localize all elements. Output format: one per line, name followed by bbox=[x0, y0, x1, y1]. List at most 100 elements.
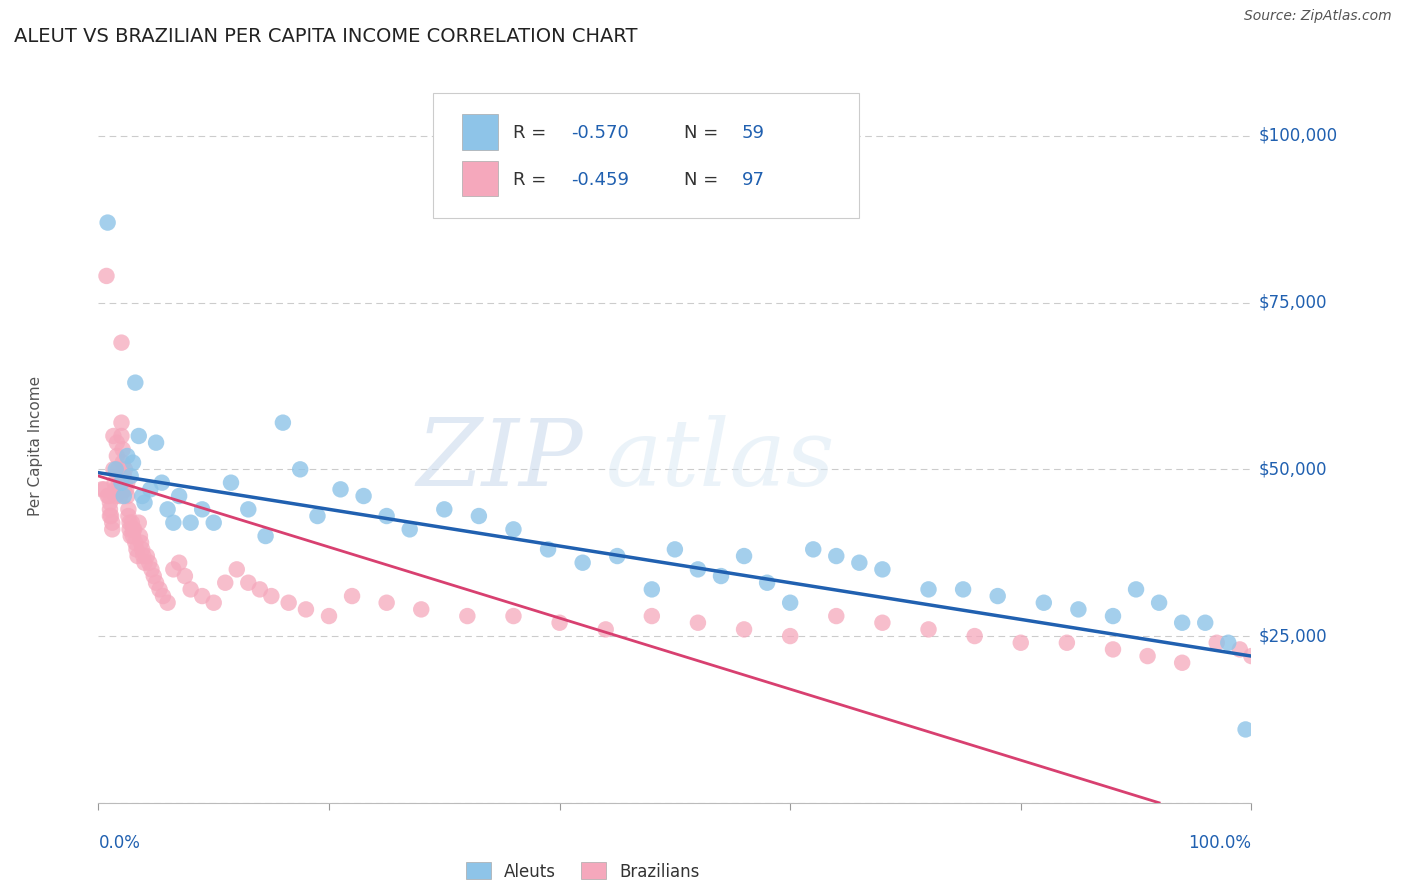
Point bbox=[1205, 636, 1227, 650]
Point bbox=[117, 502, 139, 516]
Point bbox=[277, 596, 299, 610]
Point bbox=[225, 562, 247, 576]
Point bbox=[100, 509, 122, 524]
Point bbox=[606, 549, 628, 563]
Point bbox=[131, 489, 153, 503]
Point bbox=[307, 509, 329, 524]
Text: 59: 59 bbox=[742, 125, 765, 143]
Point bbox=[112, 469, 135, 483]
Point bbox=[103, 462, 125, 476]
Point bbox=[105, 449, 128, 463]
Point bbox=[124, 376, 146, 390]
Point bbox=[219, 475, 242, 490]
Text: -0.459: -0.459 bbox=[571, 171, 628, 189]
Point bbox=[98, 496, 121, 510]
Point bbox=[733, 549, 755, 563]
Point bbox=[167, 556, 190, 570]
Point bbox=[1229, 642, 1251, 657]
Point bbox=[112, 489, 135, 503]
Point bbox=[110, 416, 132, 430]
Point bbox=[145, 435, 167, 450]
Point bbox=[260, 589, 283, 603]
Point bbox=[664, 542, 686, 557]
Point bbox=[114, 462, 136, 476]
Point bbox=[1010, 636, 1032, 650]
Point bbox=[733, 623, 755, 637]
Point bbox=[128, 429, 150, 443]
Point bbox=[93, 483, 115, 497]
Point bbox=[122, 456, 145, 470]
Point bbox=[433, 502, 456, 516]
Point bbox=[456, 609, 478, 624]
Point bbox=[502, 522, 524, 536]
FancyBboxPatch shape bbox=[461, 114, 499, 150]
Point bbox=[142, 569, 165, 583]
Point bbox=[537, 542, 560, 557]
Point bbox=[125, 542, 148, 557]
Point bbox=[110, 489, 132, 503]
Point bbox=[1234, 723, 1257, 737]
Point bbox=[779, 629, 801, 643]
Point bbox=[132, 549, 155, 563]
Point bbox=[1067, 602, 1090, 616]
Point bbox=[104, 462, 127, 476]
Point bbox=[686, 562, 709, 576]
Point bbox=[1218, 636, 1240, 650]
Point bbox=[134, 556, 156, 570]
FancyBboxPatch shape bbox=[461, 161, 499, 196]
Point bbox=[111, 442, 134, 457]
Point bbox=[150, 475, 173, 490]
Point bbox=[122, 522, 145, 536]
Point bbox=[872, 562, 894, 576]
Point bbox=[1056, 636, 1078, 650]
Point bbox=[848, 556, 870, 570]
Point bbox=[101, 522, 124, 536]
Point bbox=[148, 582, 170, 597]
Point bbox=[117, 509, 139, 524]
Point bbox=[411, 602, 433, 616]
Point bbox=[801, 542, 824, 557]
Point bbox=[1102, 609, 1125, 624]
Point bbox=[108, 483, 131, 497]
Point bbox=[1125, 582, 1147, 597]
Point bbox=[117, 475, 138, 490]
Text: 0.0%: 0.0% bbox=[98, 834, 141, 852]
Point bbox=[191, 502, 214, 516]
Point bbox=[162, 516, 184, 530]
Point bbox=[917, 623, 939, 637]
Point bbox=[115, 483, 138, 497]
Point bbox=[1171, 656, 1194, 670]
Point bbox=[375, 509, 398, 524]
Point bbox=[107, 462, 129, 476]
Point bbox=[103, 429, 125, 443]
Point bbox=[156, 502, 179, 516]
Point bbox=[1136, 649, 1159, 664]
Text: 97: 97 bbox=[742, 171, 765, 189]
Point bbox=[127, 549, 149, 563]
Point bbox=[114, 475, 136, 490]
Text: Source: ZipAtlas.com: Source: ZipAtlas.com bbox=[1244, 9, 1392, 23]
Point bbox=[756, 575, 779, 590]
Point bbox=[1102, 642, 1125, 657]
Point bbox=[180, 516, 202, 530]
Point bbox=[122, 529, 145, 543]
Point bbox=[96, 268, 118, 283]
Point bbox=[162, 562, 184, 576]
Point bbox=[152, 589, 174, 603]
Text: N =: N = bbox=[685, 171, 724, 189]
Text: ALEUT VS BRAZILIAN PER CAPITA INCOME CORRELATION CHART: ALEUT VS BRAZILIAN PER CAPITA INCOME COR… bbox=[14, 27, 637, 45]
Point bbox=[963, 629, 986, 643]
Point bbox=[118, 516, 141, 530]
Point bbox=[98, 502, 121, 516]
Point bbox=[202, 516, 225, 530]
Point bbox=[104, 489, 127, 503]
Point bbox=[110, 335, 132, 350]
Text: $100,000: $100,000 bbox=[1258, 127, 1337, 145]
Point bbox=[1240, 649, 1263, 664]
Text: ZIP: ZIP bbox=[416, 416, 582, 505]
Point bbox=[101, 516, 124, 530]
Text: 100.0%: 100.0% bbox=[1188, 834, 1251, 852]
Point bbox=[468, 509, 491, 524]
Point bbox=[295, 602, 318, 616]
Point bbox=[129, 535, 152, 549]
